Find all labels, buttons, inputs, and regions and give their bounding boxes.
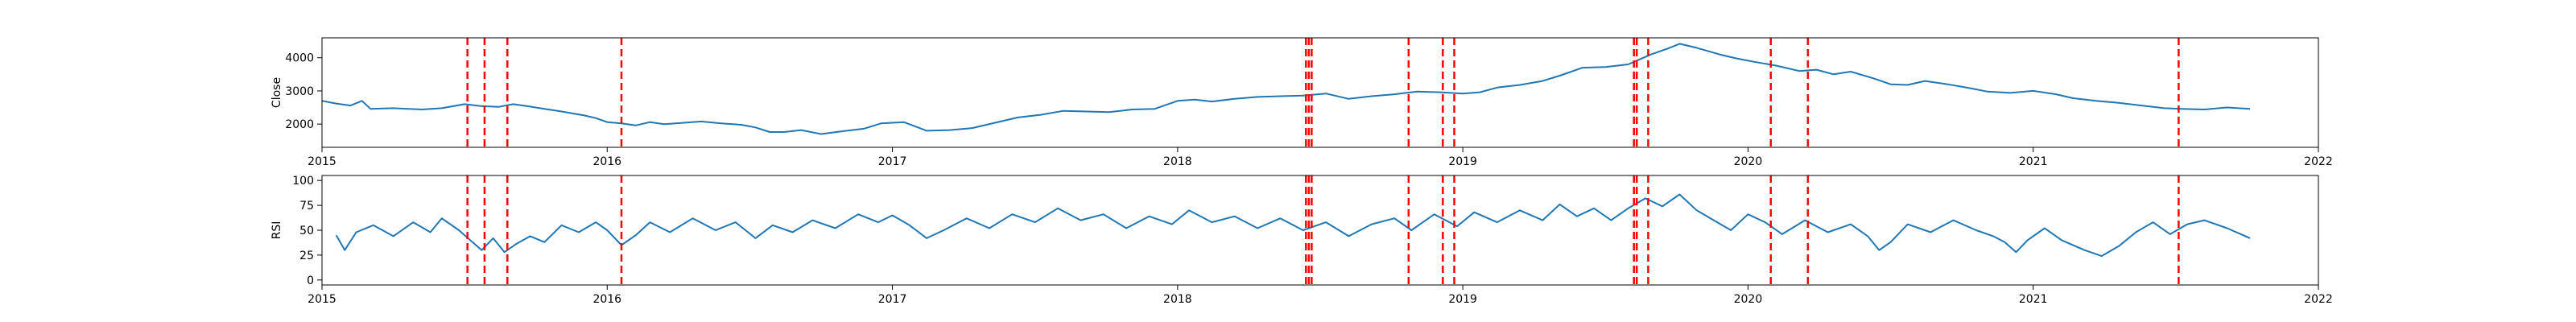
close-x-tick-label: 2020 bbox=[1734, 155, 1763, 168]
close-x-tick-label: 2021 bbox=[2019, 155, 2048, 168]
rsi-x-tick-label: 2022 bbox=[2304, 293, 2333, 306]
close-x-tick-label: 2015 bbox=[308, 155, 336, 168]
rsi-y-tick-label: 75 bbox=[299, 200, 314, 213]
rsi-y-tick-label: 100 bbox=[292, 175, 314, 188]
rsi-x-tick-label: 2015 bbox=[308, 293, 336, 306]
rsi-y-tick-label: 0 bbox=[307, 275, 314, 287]
rsi-y-tick-label: 25 bbox=[299, 250, 314, 262]
close-x-tick-label: 2017 bbox=[878, 155, 907, 168]
rsi-axis-title: RSI bbox=[270, 221, 283, 240]
rsi-x-tick-label: 2021 bbox=[2019, 293, 2048, 306]
rsi-x-tick-label: 2018 bbox=[1163, 293, 1192, 306]
close-x-tick-label: 2018 bbox=[1163, 155, 1192, 168]
close-y-tick-label: 4000 bbox=[285, 52, 314, 65]
close-y-tick-label: 2000 bbox=[285, 118, 314, 131]
rsi-y-tick-label: 50 bbox=[299, 225, 314, 237]
rsi-x-tick-label: 2016 bbox=[592, 293, 621, 306]
rsi-series-line bbox=[335, 193, 2251, 258]
close-x-tick-label: 2022 bbox=[2304, 155, 2333, 168]
rsi-x-tick-label: 2020 bbox=[1734, 293, 1763, 306]
close-y-tick-label: 3000 bbox=[285, 85, 314, 98]
close-axis-title: Close bbox=[270, 77, 283, 108]
close-x-tick-label: 2019 bbox=[1448, 155, 1477, 168]
close-plot-frame bbox=[321, 37, 2319, 148]
rsi-panel: RSI 2015 2016 2017 2018 2019 2020 2021 2022 0 25 5… bbox=[270, 175, 2333, 306]
close-price-panel: Close 2015 2016 2017 2018 2019 2020 2021 2022 20… bbox=[270, 37, 2333, 168]
rsi-x-tick-label: 2019 bbox=[1448, 293, 1477, 306]
close-series-line bbox=[321, 43, 2251, 135]
rsi-x-tick-label: 2017 bbox=[878, 293, 907, 306]
close-x-tick-label: 2016 bbox=[592, 155, 621, 168]
